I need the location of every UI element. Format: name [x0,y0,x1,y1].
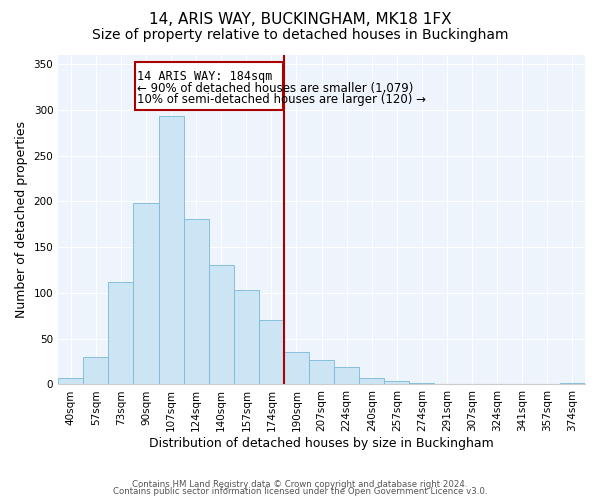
Bar [385,381,409,384]
Bar [560,382,585,384]
Text: Contains HM Land Registry data © Crown copyright and database right 2024.: Contains HM Land Registry data © Crown c… [132,480,468,489]
Bar [259,320,284,384]
Text: ← 90% of detached houses are smaller (1,079): ← 90% of detached houses are smaller (1,… [137,82,413,94]
Text: 10% of semi-detached houses are larger (120) →: 10% of semi-detached houses are larger (… [137,94,426,106]
Bar [109,282,133,384]
Text: Contains public sector information licensed under the Open Government Licence v3: Contains public sector information licen… [113,487,487,496]
Bar [58,378,83,384]
Text: 14, ARIS WAY, BUCKINGHAM, MK18 1FX: 14, ARIS WAY, BUCKINGHAM, MK18 1FX [149,12,451,28]
Bar [409,382,434,384]
Bar [234,290,259,384]
Text: Size of property relative to detached houses in Buckingham: Size of property relative to detached ho… [92,28,508,42]
Bar [359,378,385,384]
Bar [133,204,158,384]
Bar [209,264,234,384]
FancyBboxPatch shape [134,62,283,110]
Bar [284,352,309,384]
Bar [309,360,334,384]
Bar [158,116,184,384]
Bar [184,219,209,384]
X-axis label: Distribution of detached houses by size in Buckingham: Distribution of detached houses by size … [149,437,494,450]
Bar [334,367,359,384]
Bar [83,357,109,384]
Y-axis label: Number of detached properties: Number of detached properties [15,121,28,318]
Text: 14 ARIS WAY: 184sqm: 14 ARIS WAY: 184sqm [137,70,272,82]
